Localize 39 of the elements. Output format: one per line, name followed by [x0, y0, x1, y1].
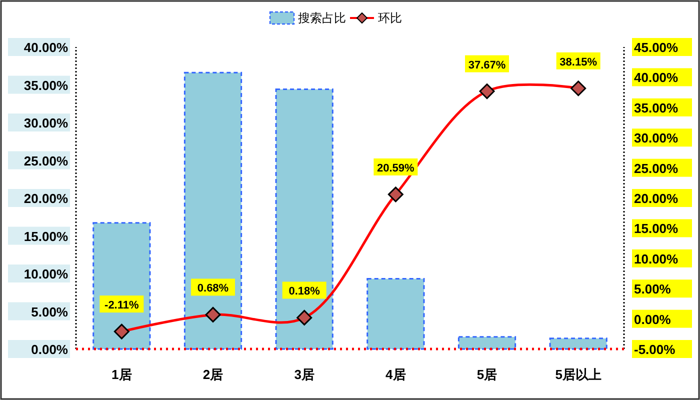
bar — [366, 278, 425, 350]
y-tick-label: 0.00% — [31, 342, 68, 357]
y-tick-label: 10.00% — [24, 266, 68, 282]
y2-tick-label: 35.00% — [634, 100, 679, 116]
x-tick-label: 2居 — [202, 367, 224, 382]
y2-tick-label: 5.00% — [634, 282, 672, 297]
y2-tick-label: 10.00% — [634, 251, 679, 266]
data-label: 37.67% — [468, 59, 506, 72]
y-tick-label: 5.00% — [31, 304, 68, 320]
y-tick-label: 15.00% — [24, 228, 68, 244]
y-tick-label: 20.00% — [24, 191, 68, 206]
bar — [549, 338, 608, 350]
y-tick-label: 30.00% — [24, 116, 68, 130]
bar — [275, 88, 334, 350]
legend-label: 搜索占比 — [298, 11, 346, 25]
y2-tick-label: 0.00% — [634, 312, 672, 327]
y2-tick-label: 40.00% — [634, 70, 679, 86]
y2-tick-label: -5.00% — [634, 342, 676, 357]
y2-tick-label: 25.00% — [634, 160, 679, 176]
data-label: 38.15% — [560, 56, 598, 68]
data-label: 20.59% — [377, 162, 415, 174]
y2-tick-label: 45.00% — [634, 40, 679, 55]
data-label: 0.18% — [288, 286, 320, 298]
x-tick-label: 1居 — [112, 367, 132, 382]
y2-tick-label: 30.00% — [634, 130, 679, 146]
x-tick-label: 5居 — [476, 367, 498, 382]
y2-tick-label: 20.00% — [634, 191, 679, 206]
bar — [184, 72, 242, 350]
bar — [458, 336, 516, 350]
y-tick-label: 40.00% — [24, 40, 68, 55]
y-tick-label: 25.00% — [24, 153, 68, 168]
y2-tick-label: 15.00% — [634, 221, 679, 236]
data-label: -2.11% — [104, 300, 140, 312]
legend-label: 环比 — [378, 11, 402, 25]
x-tick-label: 4居 — [386, 367, 406, 382]
x-tick-label: 5居以上 — [555, 367, 602, 382]
data-label: 0.68% — [197, 282, 229, 295]
y-tick-label: 35.00% — [24, 78, 68, 93]
x-tick-label: 3居 — [294, 367, 314, 382]
